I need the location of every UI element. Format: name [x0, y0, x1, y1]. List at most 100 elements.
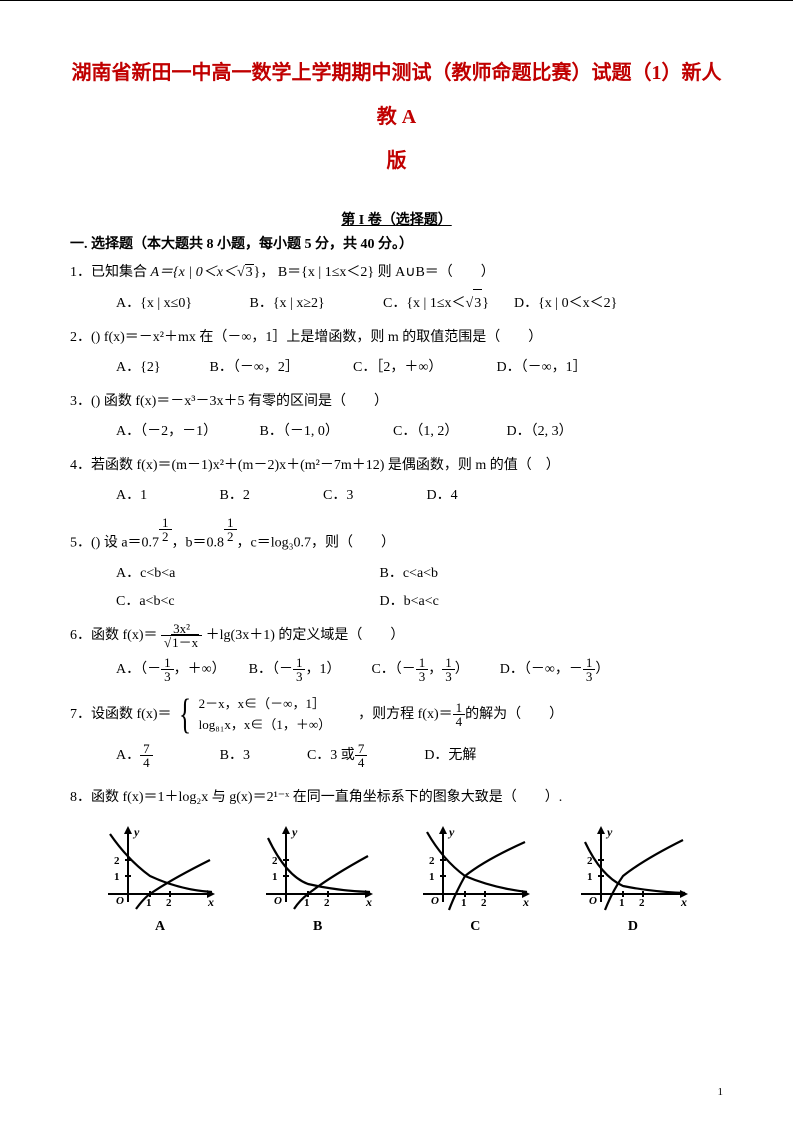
- question-3: 3．() 函数 f(x)＝－x³－3x＋5 有零的区间是（ ）: [70, 388, 723, 416]
- q3-opt-B: B．（－1, 0）: [260, 418, 390, 446]
- svg-text:x: x: [680, 895, 687, 909]
- svg-text:1: 1: [146, 897, 152, 909]
- q1-opt-C-post: }: [482, 290, 489, 318]
- svg-text:2: 2: [324, 897, 330, 909]
- q5-opt-B: B．c<a<b: [380, 560, 640, 588]
- svg-text:1: 1: [587, 871, 593, 883]
- q1-set-A: A＝{x | 0＜x＜: [151, 265, 237, 280]
- question-7: 7．设函数 f(x)＝ { 2－x，x∈（－∞，1］ log₈₁x，x∈（1，＋…: [70, 694, 723, 736]
- q5-options: A．c<b<a B．c<a<b C．a<b<c D．b<a<c: [116, 560, 723, 616]
- brace-icon: {: [179, 694, 191, 736]
- q7-post: 的解为（ ）: [465, 707, 563, 722]
- page: 湖南省新田一中高一数学上学期期中测试（教师命题比赛）试题（1）新人教 A 版 第…: [0, 0, 793, 1122]
- graph-D-label: D: [573, 919, 693, 935]
- q6-options: A．（－13，＋∞） B．（－13，1） C．（－13，13） D．（－∞，－1…: [116, 656, 723, 684]
- svg-text:2: 2: [429, 855, 435, 867]
- q1-opt-B: B．{x | x≥2}: [250, 290, 380, 318]
- q5-exp-n2: 1: [224, 516, 237, 530]
- svg-text:O: O: [116, 895, 124, 907]
- q7-rhs-n: 1: [453, 701, 466, 715]
- svg-text:y: y: [132, 825, 140, 839]
- q7-options: A．74 B．3 C．3 或74 D．无解: [116, 742, 723, 770]
- svg-text:1: 1: [429, 871, 435, 883]
- svg-text:x: x: [522, 895, 529, 909]
- q6-opt-A: A．（－13，＋∞）: [116, 656, 226, 684]
- svg-text:2: 2: [166, 897, 172, 909]
- svg-text:1: 1: [272, 871, 278, 883]
- q6-post: ＋lg(3x＋1) 的定义域是（ ）: [206, 628, 405, 643]
- q5-exp-d2: 2: [224, 530, 237, 543]
- q6-opt-D: D．（－∞，－13）: [500, 656, 610, 684]
- q6-opt-B: B．（－13，1）: [249, 656, 341, 684]
- q2-opt-A: A．{2}: [116, 354, 206, 382]
- q2-opt-B: B．（－∞，2］: [210, 354, 350, 382]
- part-heading: 第 I 卷（选择题）: [70, 209, 723, 229]
- q7-pieces: 2－x，x∈（－∞，1］ log₈₁x，x∈（1，＋∞）: [199, 694, 331, 736]
- svg-text:1: 1: [619, 897, 625, 909]
- q7-p1: 2－x，x∈（－∞，1］: [199, 696, 325, 711]
- q2-opt-D: D．（－∞，1］: [497, 354, 587, 382]
- graph-C: y x O 1 2 1 2 C: [415, 824, 535, 935]
- question-2: 2．() f(x)＝－x²＋mx 在（－∞，1］上是增函数，则 m 的取值范围是…: [70, 324, 723, 352]
- q5-exp-n: 1: [159, 516, 172, 530]
- page-number: 1: [718, 1086, 724, 1098]
- svg-text:y: y: [290, 825, 298, 839]
- question-8: 8．函数 f(x)＝1＋log₂x 与 g(x)＝2¹⁻ˣ 在同一直角坐标系下的…: [70, 784, 723, 812]
- question-1: 1．已知集合 A＝{x | 0＜x＜√3}， B＝{x | 1≤x＜2} 则 A…: [70, 259, 723, 287]
- q7-pre: 7．设函数 f(x)＝: [70, 707, 172, 722]
- q6-den: √1－x: [161, 636, 202, 649]
- q4-opt-B: B．2: [220, 482, 320, 510]
- svg-text:2: 2: [639, 897, 645, 909]
- svg-text:1: 1: [304, 897, 310, 909]
- q3-opt-C: C．（1, 2）: [393, 418, 503, 446]
- graph-A: y x O 1 2 1 2 A: [100, 824, 220, 935]
- q3-opt-A: A．（－2，－1）: [116, 418, 256, 446]
- svg-text:O: O: [274, 895, 282, 907]
- q5-pre: 5．() 设 a＝0.7: [70, 536, 159, 551]
- graph-D-svg: y x O 1 2 1 2: [573, 824, 693, 914]
- q4-opt-A: A．1: [116, 482, 216, 510]
- q7-rhs-d: 4: [453, 715, 466, 728]
- section-heading: 一. 选择题（本大题共 8 小题，每小题 5 分，共 40 分。）: [70, 233, 723, 253]
- q7-opt-C: C．3 或74: [307, 742, 367, 770]
- q6-pre: 6．函数 f(x)＝: [70, 628, 158, 643]
- question-6: 6．函数 f(x)＝ 3x²√1－x ＋lg(3x＋1) 的定义域是（ ）: [70, 622, 723, 650]
- q7-mid: ，则方程 f(x)＝: [358, 707, 453, 722]
- q3-opt-D: D．（2, 3）: [507, 418, 573, 446]
- q7-opt-D: D．无解: [424, 742, 476, 770]
- doc-title-line1: 湖南省新田一中高一数学上学期期中测试（教师命题比赛）试题（1）新人教 A: [70, 51, 723, 139]
- q8-graphs: y x O 1 2 1 2 A: [100, 824, 693, 935]
- svg-text:1: 1: [461, 897, 467, 909]
- q1-options: A．{x | x≤0} B．{x | x≥2} C．{x | 1≤x＜√3} D…: [116, 289, 723, 318]
- q5-opt-C: C．a<b<c: [116, 588, 376, 616]
- q5-opt-A: A．c<b<a: [116, 560, 376, 588]
- graph-B-label: B: [258, 919, 378, 935]
- q5-post: ，c＝log₃0.7，则（ ）: [237, 536, 395, 551]
- q5-exp-d: 2: [159, 530, 172, 543]
- q5-mid: ，b＝0.8: [172, 536, 225, 551]
- q7-opt-B: B．3: [220, 742, 250, 770]
- question-4: 4．若函数 f(x)＝(m－1)x²＋(m－2)x＋(m²－7m＋12) 是偶函…: [70, 452, 723, 480]
- svg-text:O: O: [589, 895, 597, 907]
- q1-stem-pre: 1．已知集合: [70, 265, 151, 280]
- q4-options: A．1 B．2 C．3 D．4: [116, 482, 723, 510]
- graph-C-svg: y x O 1 2 1 2: [415, 824, 535, 914]
- q4-opt-D: D．4: [427, 482, 458, 510]
- q1-opt-D: D．{x | 0＜x＜2}: [514, 290, 617, 318]
- q7-opt-A: A．74: [116, 742, 153, 770]
- q6-den-sqrt: 1－x: [171, 634, 199, 650]
- svg-text:y: y: [605, 825, 613, 839]
- graph-D: y x O 1 2 1 2 D: [573, 824, 693, 935]
- q6-opt-C: C．（－13，13）: [371, 656, 468, 684]
- svg-text:O: O: [431, 895, 439, 907]
- q7-p2: log₈₁x，x∈（1，＋∞）: [199, 717, 331, 732]
- q5-opt-D: D．b<a<c: [380, 588, 640, 616]
- graph-B: y x O 1 2 1 2 B: [258, 824, 378, 935]
- svg-text:y: y: [447, 825, 455, 839]
- q1-stem-post: }， B＝{x | 1≤x＜2} 则 A∪B＝（ ）: [254, 265, 495, 280]
- doc-title-line2: 版: [70, 139, 723, 183]
- question-5: 5．() 设 a＝0.712，b＝0.812，c＝log₃0.7，则（ ）: [70, 516, 723, 558]
- svg-text:1: 1: [114, 871, 120, 883]
- q2-opt-C: C．［2，＋∞）: [353, 354, 493, 382]
- q4-opt-C: C．3: [323, 482, 423, 510]
